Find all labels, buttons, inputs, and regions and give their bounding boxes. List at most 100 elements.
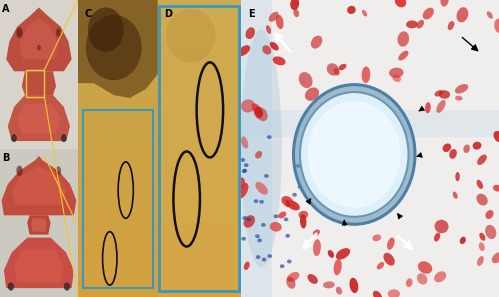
Ellipse shape	[423, 8, 434, 19]
Ellipse shape	[88, 7, 124, 52]
Ellipse shape	[56, 28, 61, 37]
Polygon shape	[22, 71, 56, 95]
Ellipse shape	[493, 185, 499, 192]
Ellipse shape	[436, 100, 446, 113]
Ellipse shape	[494, 19, 499, 33]
Polygon shape	[1, 156, 76, 215]
Circle shape	[300, 92, 409, 217]
Ellipse shape	[243, 169, 247, 173]
Polygon shape	[11, 166, 66, 205]
Ellipse shape	[387, 238, 395, 250]
Ellipse shape	[449, 149, 457, 159]
Ellipse shape	[441, 0, 449, 7]
Ellipse shape	[254, 107, 263, 118]
Ellipse shape	[267, 254, 272, 258]
Ellipse shape	[347, 6, 356, 14]
Ellipse shape	[336, 287, 342, 295]
Text: B: B	[2, 153, 9, 163]
Ellipse shape	[313, 230, 320, 236]
Ellipse shape	[435, 90, 443, 97]
Ellipse shape	[477, 256, 484, 266]
Ellipse shape	[418, 261, 432, 274]
Polygon shape	[31, 218, 47, 232]
Polygon shape	[6, 7, 72, 71]
Ellipse shape	[238, 183, 249, 198]
Ellipse shape	[166, 9, 216, 62]
Ellipse shape	[362, 67, 370, 83]
Ellipse shape	[290, 0, 299, 10]
Ellipse shape	[278, 211, 286, 219]
Ellipse shape	[448, 21, 455, 30]
Ellipse shape	[287, 200, 300, 210]
Ellipse shape	[417, 20, 424, 29]
Ellipse shape	[298, 211, 308, 219]
Text: C: C	[84, 9, 91, 19]
Text: D: D	[164, 9, 172, 19]
Bar	[241, 110, 499, 137]
Ellipse shape	[328, 250, 334, 258]
Ellipse shape	[425, 102, 431, 113]
Ellipse shape	[307, 274, 318, 284]
Ellipse shape	[417, 273, 428, 285]
Text: E: E	[249, 9, 255, 19]
Ellipse shape	[56, 166, 61, 175]
Polygon shape	[27, 215, 50, 235]
Ellipse shape	[300, 214, 306, 228]
Ellipse shape	[284, 217, 288, 221]
Ellipse shape	[241, 158, 245, 162]
Ellipse shape	[477, 194, 488, 206]
Ellipse shape	[305, 88, 319, 101]
Ellipse shape	[398, 51, 409, 61]
Ellipse shape	[464, 145, 470, 153]
Ellipse shape	[262, 45, 271, 55]
Ellipse shape	[287, 260, 291, 263]
Ellipse shape	[242, 169, 247, 173]
Polygon shape	[8, 95, 70, 141]
Ellipse shape	[261, 223, 265, 227]
Ellipse shape	[313, 239, 321, 256]
Ellipse shape	[377, 262, 384, 269]
Polygon shape	[17, 104, 61, 134]
Ellipse shape	[494, 131, 499, 142]
Ellipse shape	[487, 11, 493, 19]
Ellipse shape	[238, 45, 250, 56]
Ellipse shape	[270, 222, 282, 232]
Ellipse shape	[434, 271, 446, 282]
Ellipse shape	[287, 272, 299, 282]
Bar	[83, 110, 153, 288]
Ellipse shape	[406, 20, 418, 28]
Ellipse shape	[255, 234, 260, 238]
Ellipse shape	[389, 68, 404, 78]
Ellipse shape	[383, 253, 395, 266]
Ellipse shape	[242, 237, 246, 241]
Ellipse shape	[266, 25, 271, 34]
Ellipse shape	[485, 225, 497, 239]
Ellipse shape	[477, 154, 487, 165]
Text: A: A	[2, 4, 10, 15]
Ellipse shape	[334, 68, 340, 75]
Ellipse shape	[244, 262, 250, 270]
Ellipse shape	[268, 12, 278, 22]
Ellipse shape	[86, 15, 142, 80]
Ellipse shape	[16, 166, 22, 176]
Ellipse shape	[243, 216, 247, 220]
Ellipse shape	[64, 283, 70, 290]
Ellipse shape	[362, 10, 367, 17]
Ellipse shape	[276, 15, 283, 29]
Ellipse shape	[434, 233, 440, 241]
Ellipse shape	[241, 30, 282, 267]
Ellipse shape	[244, 163, 249, 167]
Ellipse shape	[259, 200, 264, 204]
Ellipse shape	[455, 96, 463, 101]
Polygon shape	[14, 249, 64, 282]
Ellipse shape	[255, 182, 268, 195]
Ellipse shape	[285, 234, 290, 238]
Ellipse shape	[241, 137, 249, 149]
Ellipse shape	[37, 45, 41, 50]
Polygon shape	[4, 238, 74, 288]
Ellipse shape	[455, 84, 468, 94]
Ellipse shape	[336, 248, 350, 260]
Ellipse shape	[311, 36, 322, 49]
Ellipse shape	[273, 214, 278, 218]
Bar	[241, 0, 271, 297]
